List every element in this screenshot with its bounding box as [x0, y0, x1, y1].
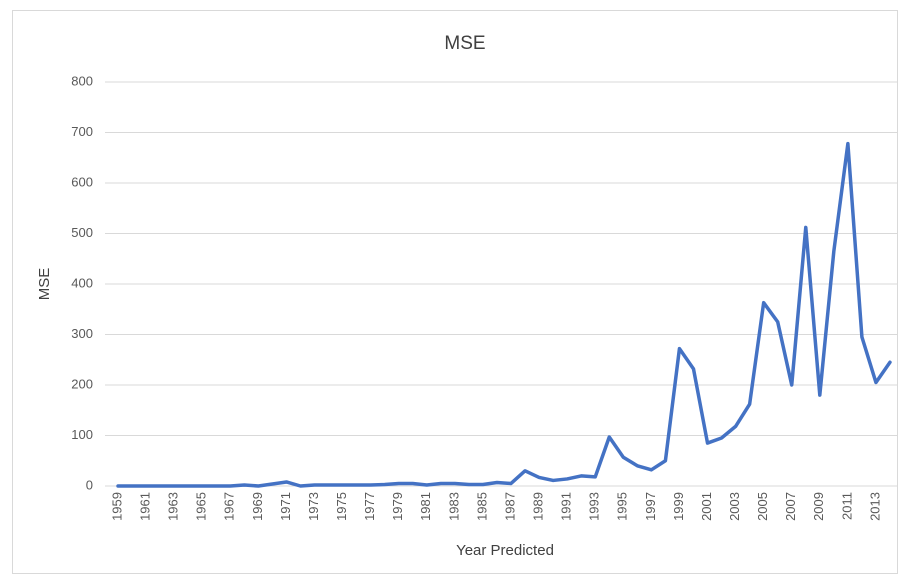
x-tick-label: 1979: [390, 492, 405, 521]
x-tick-label: 1993: [587, 492, 602, 521]
y-tick-label: 500: [71, 225, 93, 240]
x-tick-label: 2005: [755, 492, 770, 521]
y-tick-label: 600: [71, 174, 93, 189]
x-tick-label: 1995: [615, 492, 630, 521]
x-tick-label: 1983: [446, 492, 461, 521]
x-tick-label: 1997: [643, 492, 658, 521]
x-tick-label: 1963: [166, 492, 181, 521]
y-tick-label: 400: [71, 275, 93, 290]
x-tick-label: 1973: [306, 492, 321, 521]
x-tick-label: 2009: [811, 492, 826, 521]
x-tick-label: 1969: [250, 492, 265, 521]
y-tick-label: 700: [71, 124, 93, 139]
x-tick-label: 2003: [727, 492, 742, 521]
x-tick-label: 1991: [559, 492, 574, 521]
y-tick-label: 300: [71, 326, 93, 341]
x-tick-label: 1967: [222, 492, 237, 521]
chart-frame: [12, 10, 898, 574]
x-tick-label: 1961: [138, 492, 153, 521]
y-tick-label: 100: [71, 427, 93, 442]
x-tick-label: 2013: [867, 492, 882, 521]
x-tick-label: 1981: [418, 492, 433, 521]
x-tick-label: 2001: [699, 492, 714, 521]
x-tick-label: 2011: [839, 492, 854, 520]
x-tick-label: 1987: [502, 492, 517, 521]
y-tick-label: 800: [71, 73, 93, 88]
x-axis-title: Year Predicted: [456, 542, 554, 559]
x-tick-label: 2007: [783, 492, 798, 521]
y-axis-title: MSE: [36, 268, 53, 301]
chart-title: MSE: [444, 33, 485, 54]
y-tick-label: 200: [71, 376, 93, 391]
x-tick-label: 1999: [671, 492, 686, 521]
x-tick-label: 1959: [109, 492, 124, 521]
x-tick-label: 1975: [334, 492, 349, 521]
x-tick-label: 1985: [474, 492, 489, 521]
x-tick-label: 1965: [194, 492, 209, 521]
x-tick-label: 1971: [278, 492, 293, 521]
x-tick-label: 1989: [531, 492, 546, 521]
y-tick-label: 0: [86, 477, 93, 492]
data-line: [116, 141, 892, 488]
x-tick-label: 1977: [362, 492, 377, 521]
